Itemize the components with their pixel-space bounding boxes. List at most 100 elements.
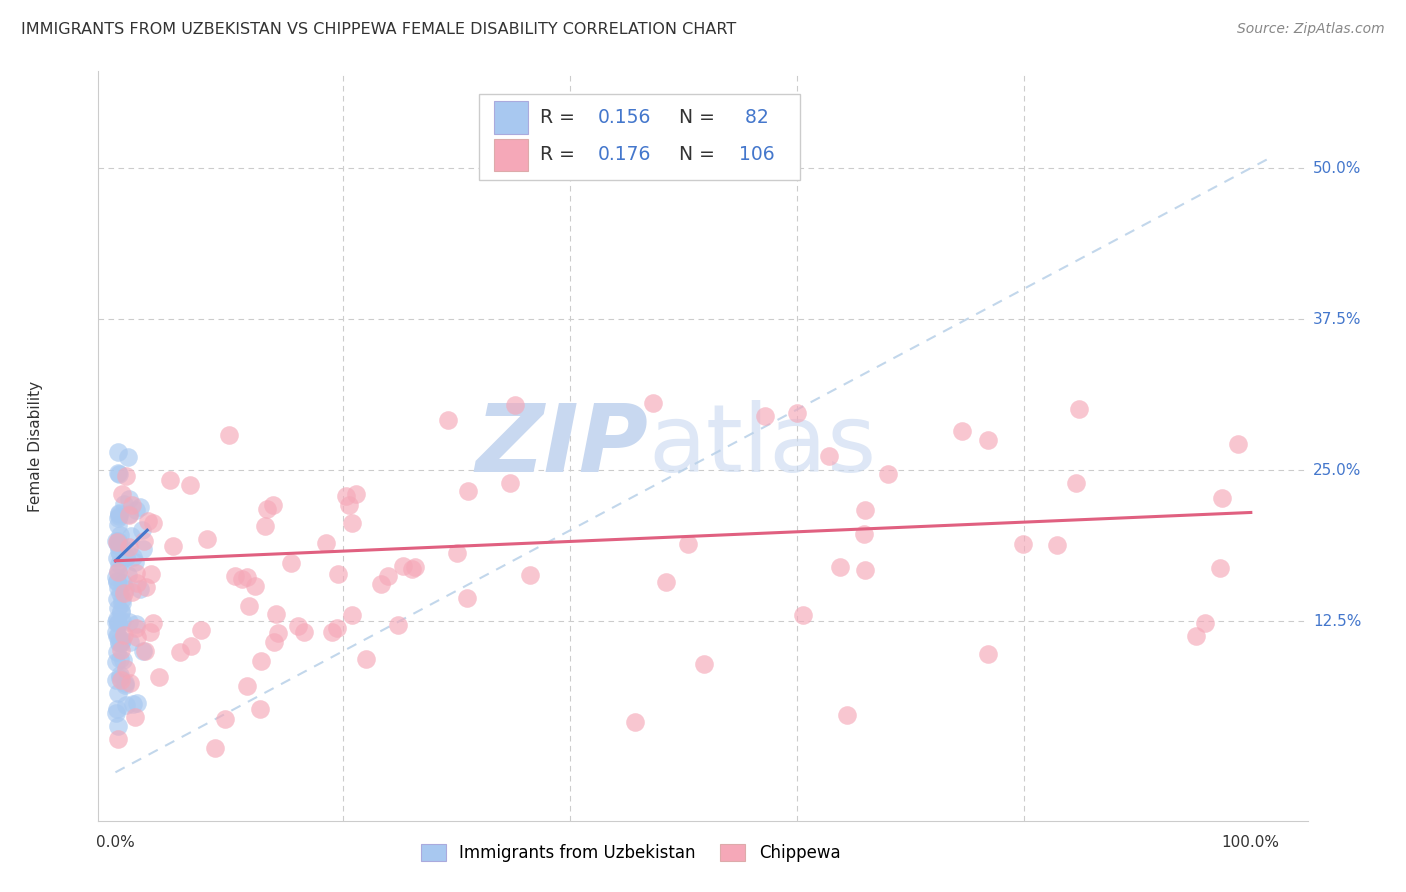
Point [104, 533, 127, 548]
Point [142, 615, 165, 630]
Point [107, 636, 129, 650]
Point [356, 651, 378, 665]
Point [121, 549, 143, 564]
Text: 100.0%: 100.0% [1222, 835, 1279, 850]
Point [134, 644, 156, 658]
Point [105, 645, 128, 659]
Point [132, 533, 155, 548]
Point [401, 562, 423, 576]
Point [108, 467, 131, 482]
Point [114, 675, 136, 690]
Point [107, 601, 129, 615]
Point [108, 544, 131, 558]
Text: atlas: atlas [648, 400, 877, 492]
Point [1226, 437, 1249, 451]
Text: 0.0%: 0.0% [96, 835, 135, 850]
Point [262, 498, 284, 512]
Point [236, 679, 259, 693]
Point [110, 652, 132, 666]
Point [676, 537, 699, 551]
Point [326, 621, 349, 635]
Point [214, 712, 236, 726]
Point [136, 514, 159, 528]
Text: 25.0%: 25.0% [1313, 463, 1361, 478]
Point [1194, 616, 1216, 631]
Point [125, 696, 148, 710]
Point [436, 413, 458, 427]
Point [107, 635, 129, 649]
Text: N =: N = [679, 108, 721, 127]
Legend: Immigrants from Uzbekistan, Chippewa: Immigrants from Uzbekistan, Chippewa [413, 837, 846, 869]
Point [107, 629, 129, 643]
Point [132, 542, 155, 557]
Point [107, 719, 129, 733]
Point [139, 625, 162, 640]
Point [125, 630, 148, 644]
Point [107, 538, 129, 552]
Point [131, 523, 153, 537]
Point [344, 487, 367, 501]
Point [335, 490, 357, 504]
Point [204, 741, 226, 756]
Point [852, 527, 875, 541]
Point [499, 476, 522, 491]
Point [111, 487, 134, 501]
Point [115, 662, 138, 676]
Text: Female Disability: Female Disability [28, 380, 44, 512]
Bar [494, 102, 527, 134]
Point [115, 549, 138, 564]
Text: 106: 106 [740, 145, 775, 164]
Point [128, 500, 150, 514]
Point [818, 449, 841, 463]
Point [105, 612, 128, 626]
Point [387, 618, 409, 632]
Point [125, 621, 148, 635]
Point [180, 640, 202, 654]
Point [280, 556, 302, 570]
Text: Source: ZipAtlas.com: Source: ZipAtlas.com [1237, 22, 1385, 37]
Point [224, 569, 246, 583]
Text: ZIP: ZIP [475, 400, 648, 492]
Point [446, 546, 468, 560]
Point [693, 657, 716, 671]
Point [340, 516, 363, 530]
Point [254, 518, 277, 533]
Point [828, 560, 851, 574]
Point [786, 406, 808, 420]
Point [108, 558, 131, 572]
Point [117, 567, 139, 582]
Point [977, 433, 1000, 447]
Text: 50.0%: 50.0% [1313, 161, 1361, 176]
Point [976, 648, 998, 662]
Point [124, 616, 146, 631]
Point [117, 540, 139, 554]
Point [107, 732, 129, 747]
Point [125, 503, 148, 517]
Point [114, 582, 136, 596]
Point [754, 409, 776, 423]
Point [115, 698, 138, 713]
Point [404, 559, 426, 574]
Point [1064, 476, 1087, 491]
Point [110, 605, 132, 619]
Point [315, 536, 337, 550]
Text: 12.5%: 12.5% [1313, 614, 1361, 629]
Point [107, 518, 129, 533]
Point [249, 702, 271, 716]
Point [108, 528, 131, 542]
Point [245, 579, 267, 593]
Point [457, 483, 479, 498]
Point [110, 633, 132, 648]
FancyBboxPatch shape [479, 94, 800, 180]
Point [110, 673, 132, 687]
Point [118, 491, 141, 506]
Point [105, 575, 128, 590]
Point [118, 615, 141, 630]
Point [337, 498, 360, 512]
Point [118, 634, 141, 648]
Point [108, 539, 131, 553]
Point [110, 604, 132, 618]
Point [264, 607, 287, 621]
Point [107, 466, 129, 480]
Point [105, 574, 128, 589]
